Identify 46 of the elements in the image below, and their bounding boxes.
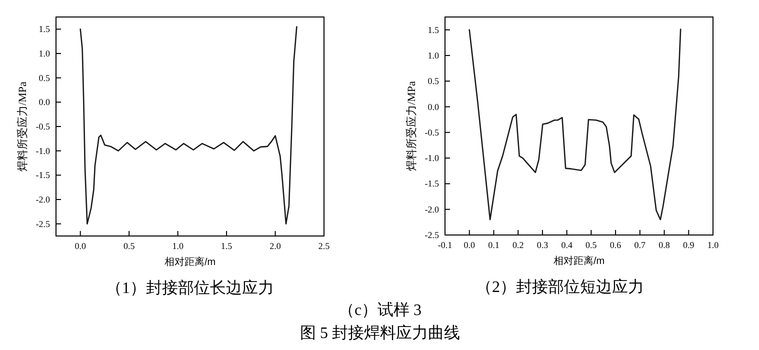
y-tick-label: -0.5	[424, 127, 440, 138]
y-axis-title: 焊料所受应力/MPa	[16, 81, 29, 172]
y-tick-label: -1.0	[36, 146, 50, 156]
x-tick-label: 0.8	[658, 240, 670, 250]
y-axis-title: 焊料所受应力/MPa	[405, 80, 418, 171]
x-tick-label: 0.9	[683, 240, 695, 250]
x-tick-label: 2.5	[318, 241, 330, 251]
y-tick-label: -2.5	[424, 230, 440, 240]
y-tick-label: 1.0	[38, 48, 50, 58]
x-tick-label: 0.0	[74, 241, 86, 251]
y-tick-label: 0.5	[428, 76, 440, 86]
y-tick-label: 1.0	[428, 50, 440, 60]
y-tick-label: -2.0	[424, 204, 440, 214]
y-tick-label: 1.5	[428, 24, 440, 35]
x-tick-label: -0.1	[438, 240, 452, 250]
x-tick-label: 0.5	[123, 241, 136, 251]
x-tick-label: 2.0	[270, 241, 282, 251]
caption: 图 5 封接焊料应力曲线	[300, 324, 460, 342]
x-tick-label: 0.3	[536, 240, 549, 250]
y-tick-label: 1.5	[38, 24, 50, 34]
x-tick-label: 0.5	[586, 240, 598, 250]
y-tick-label: -1.5	[36, 170, 50, 180]
x-tick-label: 1.5	[220, 241, 233, 251]
text: （c）试样 3	[338, 301, 422, 319]
y-tick-label: -1.5	[424, 178, 440, 189]
line-series	[468, 28, 682, 220]
y-tick-label: -1.0	[424, 153, 440, 164]
y-tick-label: 0.0	[38, 97, 50, 108]
text: （2）封接部位短边应力	[476, 278, 644, 296]
x-tick-label: 0.1	[488, 240, 500, 250]
x-axis-title: 相对距离/m	[164, 256, 216, 268]
x-tick-label: 0.6	[610, 240, 622, 250]
x-tick-label: 1.0	[707, 240, 720, 250]
text: （1）封接部位长边应力	[106, 279, 274, 297]
x-tick-label: 0.0	[464, 240, 476, 250]
y-tick-label: -2.5	[36, 218, 50, 229]
x-tick-label: 1.0	[172, 241, 184, 251]
y-tick-label: -0.5	[36, 122, 50, 132]
line-series	[80, 26, 298, 224]
y-tick-label: 0.0	[428, 102, 440, 112]
x-tick-label: 0.7	[634, 240, 646, 250]
y-tick-label: 0.5	[38, 72, 50, 83]
x-tick-label: 0.4	[561, 240, 573, 250]
x-axis-title: 相对距离/m	[553, 255, 605, 267]
y-tick-label: -2.0	[36, 194, 50, 204]
x-tick-label: 0.2	[512, 240, 524, 250]
